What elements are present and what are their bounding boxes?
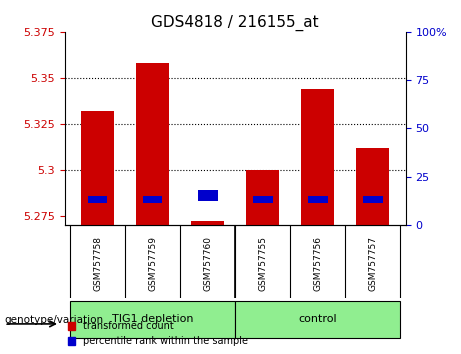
Bar <box>136 63 169 225</box>
Bar <box>142 196 162 203</box>
Text: GSM757755: GSM757755 <box>258 236 267 291</box>
Text: genotype/variation: genotype/variation <box>5 315 104 325</box>
Text: GSM757756: GSM757756 <box>313 236 322 291</box>
FancyBboxPatch shape <box>70 301 235 338</box>
Text: TIG1 depletion: TIG1 depletion <box>112 314 193 324</box>
Bar <box>363 196 383 203</box>
Bar <box>198 190 218 201</box>
Bar <box>81 111 114 225</box>
Bar <box>253 196 272 203</box>
Bar <box>191 221 224 225</box>
Bar <box>246 170 279 225</box>
Text: GSM757759: GSM757759 <box>148 236 157 291</box>
Bar <box>88 196 107 203</box>
Bar <box>308 196 328 203</box>
Text: GSM757758: GSM757758 <box>93 236 102 291</box>
Bar <box>356 148 389 225</box>
Legend: transformed count, percentile rank within the sample: transformed count, percentile rank withi… <box>65 319 251 349</box>
Bar <box>301 89 334 225</box>
Text: GSM757760: GSM757760 <box>203 236 212 291</box>
Title: GDS4818 / 216155_at: GDS4818 / 216155_at <box>151 14 319 30</box>
FancyBboxPatch shape <box>235 301 400 338</box>
Text: control: control <box>298 314 337 324</box>
Text: GSM757757: GSM757757 <box>368 236 377 291</box>
